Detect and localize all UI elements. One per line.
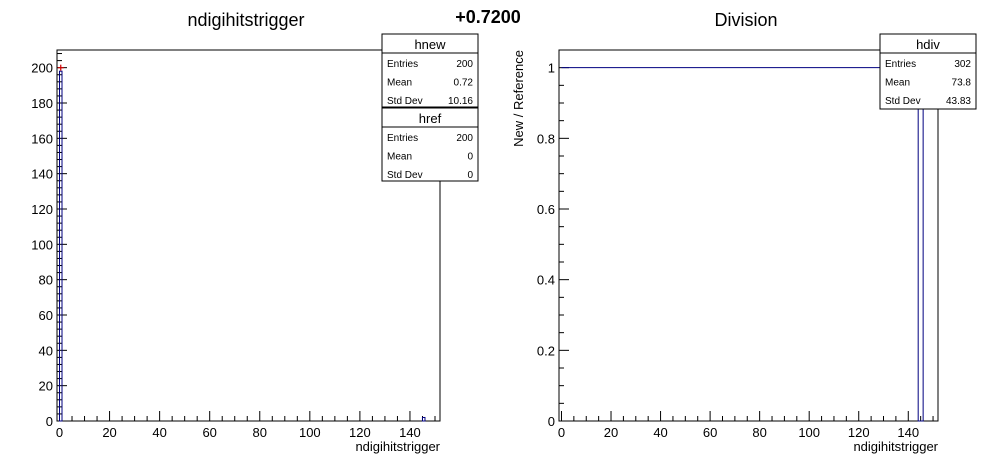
x-tick-label: 140 <box>897 425 919 440</box>
x-tick-label: 40 <box>152 425 166 440</box>
stats-row-value: 200 <box>456 133 473 144</box>
delta-value: +0.7200 <box>455 7 521 27</box>
x-tick-label: 0 <box>558 425 565 440</box>
series-hnew-bar <box>421 416 426 422</box>
x-tick-label: 120 <box>349 425 371 440</box>
y-tick-label: 0 <box>46 414 53 429</box>
y-tick-label: 0 <box>548 414 555 429</box>
stats-row-label: Std Dev <box>387 96 423 107</box>
stats-row-label: Entries <box>885 59 916 70</box>
y-tick-label: 80 <box>39 273 53 288</box>
stats-box-title: hnew <box>414 37 446 52</box>
y-tick-label: 0.6 <box>537 202 555 217</box>
y-tick-label: 0.8 <box>537 131 555 146</box>
y-tick-label: 120 <box>31 202 53 217</box>
x-axis-label: ndigihitstrigger <box>355 439 440 454</box>
x-axis-label: ndigihitstrigger <box>853 439 938 454</box>
stats-row-label: Entries <box>387 59 418 70</box>
x-tick-label: 140 <box>399 425 421 440</box>
chart-title: ndigihitstrigger <box>187 10 304 30</box>
stats-row-value: 302 <box>954 59 971 70</box>
x-tick-label: 100 <box>299 425 321 440</box>
stats-box-href <box>381 107 479 182</box>
stats-box-title: href <box>419 111 442 126</box>
y-tick-label: 140 <box>31 167 53 182</box>
stats-box-hdiv <box>879 33 977 110</box>
chart-title: Division <box>714 10 777 30</box>
stats-row-value: 0.72 <box>454 78 474 89</box>
x-tick-label: 20 <box>604 425 618 440</box>
x-tick-label: 120 <box>848 425 870 440</box>
series-hnew-bar <box>59 70 63 422</box>
x-tick-label: 20 <box>102 425 116 440</box>
y-tick-label: 100 <box>31 237 53 252</box>
stats-row-value: 73.8 <box>952 78 972 89</box>
y-tick-label: 60 <box>39 308 53 323</box>
x-tick-label: 100 <box>798 425 820 440</box>
y-tick-label: 1 <box>548 61 555 76</box>
plot-frame <box>558 49 939 422</box>
stats-row-label: Mean <box>387 152 412 163</box>
stats-row-label: Mean <box>387 78 412 89</box>
stats-row-value: 0 <box>467 152 473 163</box>
right-panel: Division 0 20 40 60 80 100 120 140 0 0.2 0.4 0.6 0.8 1… <box>511 10 977 454</box>
stats-row-label: Std Dev <box>885 96 921 107</box>
stats-row-value: 10.16 <box>448 96 473 107</box>
series-hdiv-line <box>561 67 926 422</box>
x-tick-label: 80 <box>253 425 267 440</box>
y-tick-label: 160 <box>31 131 53 146</box>
left-panel: ndigihitstrigger 0 20 40 60 80 100 120 140 0 20 40 6… <box>31 10 479 454</box>
stats-row-value: 200 <box>456 59 473 70</box>
stats-row-label: Mean <box>885 78 910 89</box>
y-tick-label: 20 <box>39 379 53 394</box>
y-tick-label: 200 <box>31 61 53 76</box>
x-tick-label: 0 <box>56 425 63 440</box>
x-tick-label: 40 <box>653 425 667 440</box>
y-tick-label: 0.2 <box>537 343 555 358</box>
stats-row-value: 43.83 <box>946 96 971 107</box>
stats-row-label: Std Dev <box>387 170 423 181</box>
x-tick-label: 80 <box>752 425 766 440</box>
y-tick-label: 180 <box>31 96 53 111</box>
x-tick-label: 60 <box>703 425 717 440</box>
stats-box-hnew <box>381 33 479 108</box>
stats-row-label: Entries <box>387 133 418 144</box>
y-tick-label: 0.4 <box>537 273 555 288</box>
stats-row-value: 0 <box>467 170 473 181</box>
x-tick-label: 60 <box>202 425 216 440</box>
y-axis-label: New / Reference <box>511 50 526 147</box>
plot-frame <box>56 49 441 422</box>
y-tick-label: 40 <box>39 343 53 358</box>
stats-box-title: hdiv <box>916 37 940 52</box>
